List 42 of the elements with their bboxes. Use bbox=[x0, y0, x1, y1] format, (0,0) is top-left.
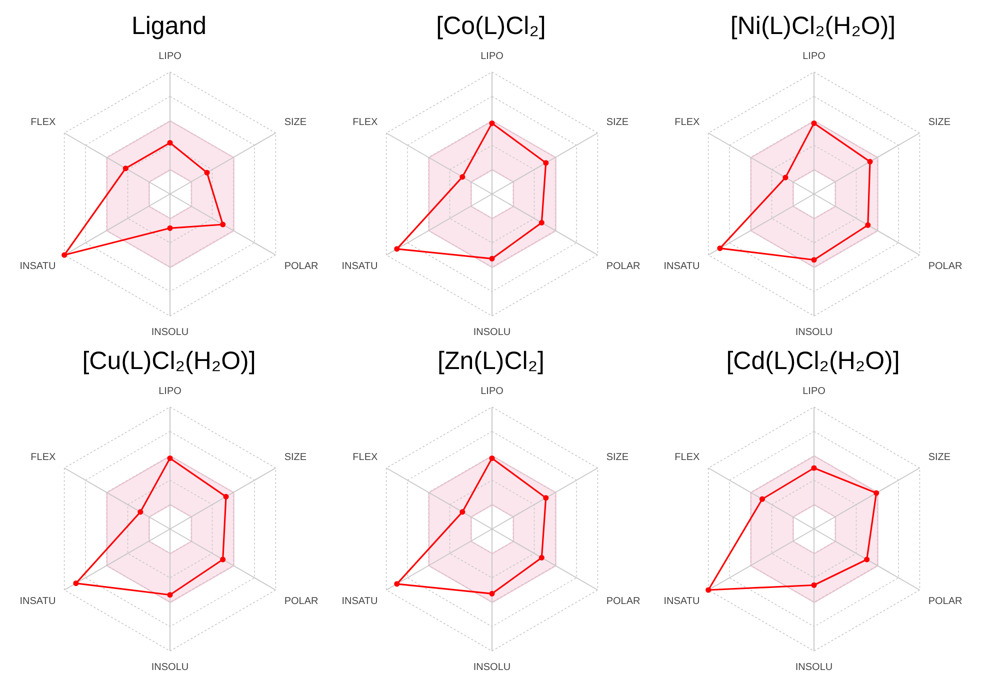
spoke-label: SIZE bbox=[606, 116, 629, 128]
spoke-label: FLEX bbox=[30, 116, 56, 128]
spoke-label: INSOLU bbox=[151, 326, 189, 338]
spoke-label: POLAR bbox=[928, 260, 962, 272]
spoke-label: INSATU bbox=[342, 596, 378, 607]
spoke-label: POLAR bbox=[284, 260, 318, 272]
spoke-label: SIZE bbox=[284, 452, 307, 463]
spoke-label: INSATU bbox=[20, 260, 56, 272]
spoke-label: INSOLU bbox=[795, 326, 833, 338]
spoke-label: POLAR bbox=[284, 596, 318, 607]
spoke-label: POLAR bbox=[606, 260, 640, 272]
chart-title: [Co(L)Cl₂] bbox=[436, 12, 546, 40]
spoke-label: LIPO bbox=[802, 50, 826, 62]
spoke-label: LIPO bbox=[480, 386, 504, 397]
chart-title: [Cd(L)Cl₂(H₂O)] bbox=[726, 346, 900, 375]
spoke-label: FLEX bbox=[352, 452, 378, 463]
chart-title: [Zn(L)Cl₂] bbox=[438, 346, 544, 375]
spoke-label: INSOLU bbox=[795, 662, 833, 673]
spoke-label: SIZE bbox=[284, 116, 307, 128]
spoke-label: SIZE bbox=[928, 116, 951, 128]
spoke-label: INSATU bbox=[20, 596, 56, 607]
spoke-label: LIPO bbox=[158, 50, 182, 62]
chart-title: [Cu(L)Cl₂(H₂O)] bbox=[82, 346, 256, 375]
spoke-label: LIPO bbox=[158, 386, 182, 397]
spoke-label: FLEX bbox=[674, 116, 700, 128]
spoke-label: SIZE bbox=[606, 452, 629, 463]
spoke-label: FLEX bbox=[30, 452, 56, 463]
spoke-label: LIPO bbox=[480, 50, 504, 62]
spoke-label: INSATU bbox=[342, 260, 378, 272]
spoke-label: INSATU bbox=[664, 596, 700, 607]
spoke-label: INSOLU bbox=[151, 662, 189, 673]
spoke-label: INSATU bbox=[664, 260, 700, 272]
spoke-label: SIZE bbox=[928, 452, 951, 463]
spoke-label: INSOLU bbox=[473, 326, 511, 338]
spoke-label: POLAR bbox=[606, 596, 640, 607]
chart-title: Ligand bbox=[131, 12, 207, 40]
spoke-label: POLAR bbox=[928, 596, 962, 607]
spoke-label: LIPO bbox=[802, 386, 826, 397]
chart-title: [Ni(L)Cl₂(H₂O)] bbox=[730, 12, 896, 40]
spoke-label: FLEX bbox=[674, 452, 700, 463]
spoke-label: INSOLU bbox=[473, 662, 511, 673]
spoke-label: FLEX bbox=[352, 116, 378, 128]
